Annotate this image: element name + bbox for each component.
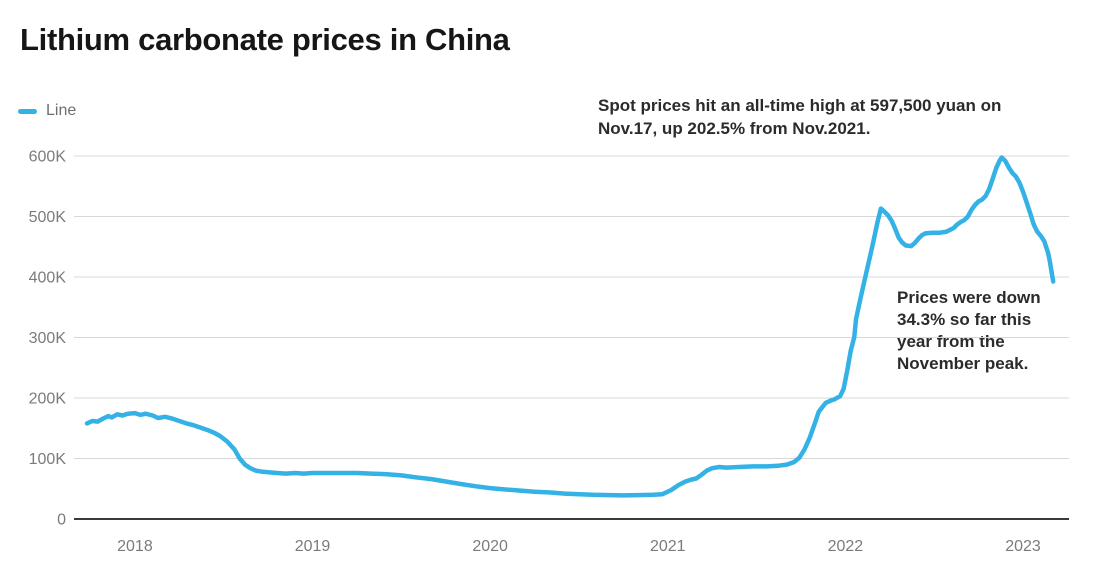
legend-series-label: Line <box>46 102 77 119</box>
y-tick-label: 400K <box>29 270 67 287</box>
x-tick-label: 2022 <box>828 538 864 555</box>
legend: Line <box>18 102 76 120</box>
x-tick-label: 2018 <box>117 538 153 555</box>
y-tick-label: 300K <box>29 330 67 347</box>
x-tick-label: 2020 <box>472 538 508 555</box>
y-tick-label: 100K <box>29 451 67 468</box>
x-tick-label: 2019 <box>295 538 331 555</box>
peak-annotation: Spot prices hit an all-time high at 597,… <box>598 96 1002 138</box>
page-title: Lithium carbonate prices in China <box>20 22 510 57</box>
y-tick-label: 600K <box>29 149 67 166</box>
x-tick-label: 2023 <box>1005 538 1041 555</box>
y-tick-label: 500K <box>29 209 67 226</box>
x-tick-label: 2021 <box>650 538 686 555</box>
y-tick-label: 0 <box>57 512 66 529</box>
line-series-swatch-icon <box>18 108 37 114</box>
price-line <box>84 155 1056 498</box>
decline-annotation: Prices were down 34.3% so far this year … <box>897 288 1041 373</box>
y-tick-label: 200K <box>29 391 67 408</box>
